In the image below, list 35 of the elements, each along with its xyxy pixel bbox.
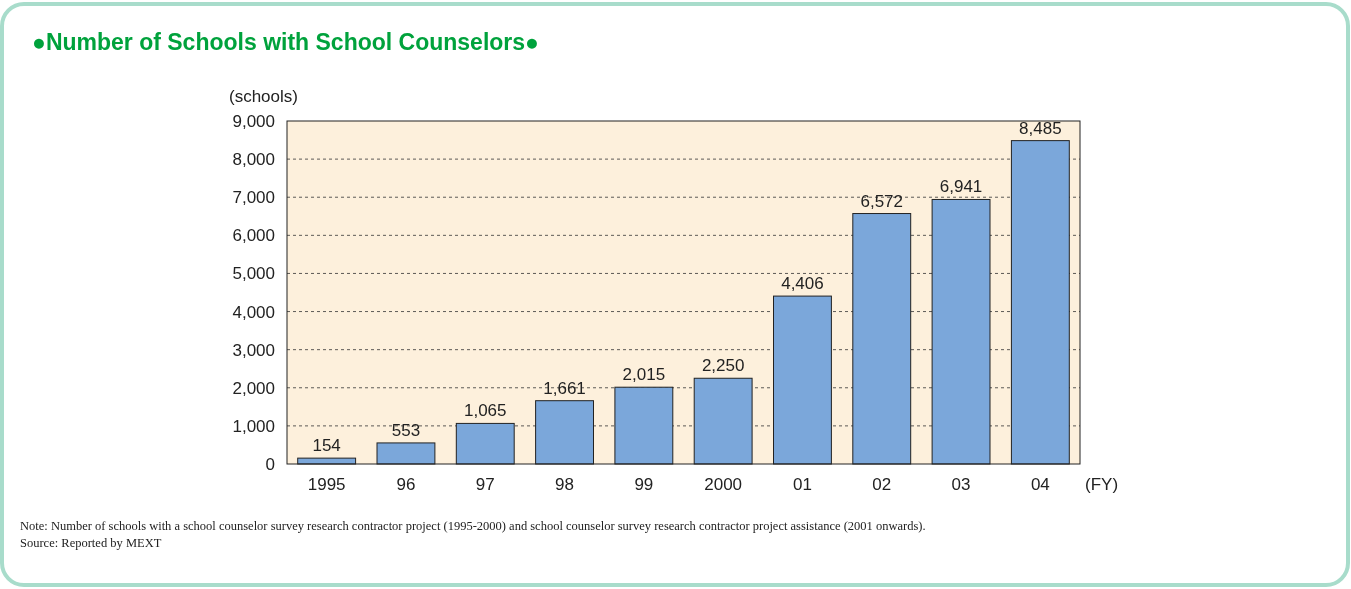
y-tick-label: 5,000 <box>232 264 275 284</box>
x-tick-label: 98 <box>555 475 575 494</box>
x-tick-label: 97 <box>475 475 495 494</box>
data-label: 1,065 <box>463 401 507 421</box>
y-tick-label: 6,000 <box>232 226 275 246</box>
x-tick-label: 99 <box>634 475 654 494</box>
x-tick-label: 1995 <box>307 475 346 494</box>
y-tick-label: 2,000 <box>232 378 275 398</box>
y-tick-label: 1,000 <box>232 416 275 436</box>
x-tick-label: 96 <box>396 475 416 494</box>
text: Note: Number of schools with a school counselor survey research contractor project (1995-2000) and school counselor survey research contractor project assistance (2001 onwards). <box>20 519 926 533</box>
data-label: 6,572 <box>860 191 904 211</box>
data-label: 8,485 <box>1019 118 1062 138</box>
data-label: 2,250 <box>701 356 745 376</box>
x-tick-label: 03 <box>951 475 971 494</box>
y-tick-label: 3,000 <box>232 340 275 360</box>
source-note: Source: Reported by MEXT <box>20 536 162 550</box>
data-label: 6,941 <box>939 177 983 197</box>
x-tick-label: 2000 <box>704 475 743 494</box>
data-label: 1,661 <box>543 378 586 398</box>
y-tick-label: 0 <box>265 454 275 474</box>
x-tick-label: 02 <box>872 475 892 494</box>
y-tick-label: 9,000 <box>232 111 275 131</box>
y-tick-label: 8,000 <box>232 150 275 170</box>
data-label: 154 <box>312 436 341 456</box>
data-label: 553 <box>391 420 421 440</box>
y-tick-label: 7,000 <box>232 188 275 208</box>
chart-title: ●Number of Schools with School Counselors● <box>32 29 539 55</box>
x-axis-title: (FY) <box>1085 475 1119 494</box>
y-tick-label: 4,000 <box>232 302 275 322</box>
data-label: 2,015 <box>622 365 666 385</box>
x-tick-label: 04 <box>1030 475 1050 494</box>
y-axis-title: (schools) <box>229 87 298 106</box>
data-label: 4,406 <box>781 274 824 294</box>
x-tick-label: 01 <box>792 475 812 494</box>
